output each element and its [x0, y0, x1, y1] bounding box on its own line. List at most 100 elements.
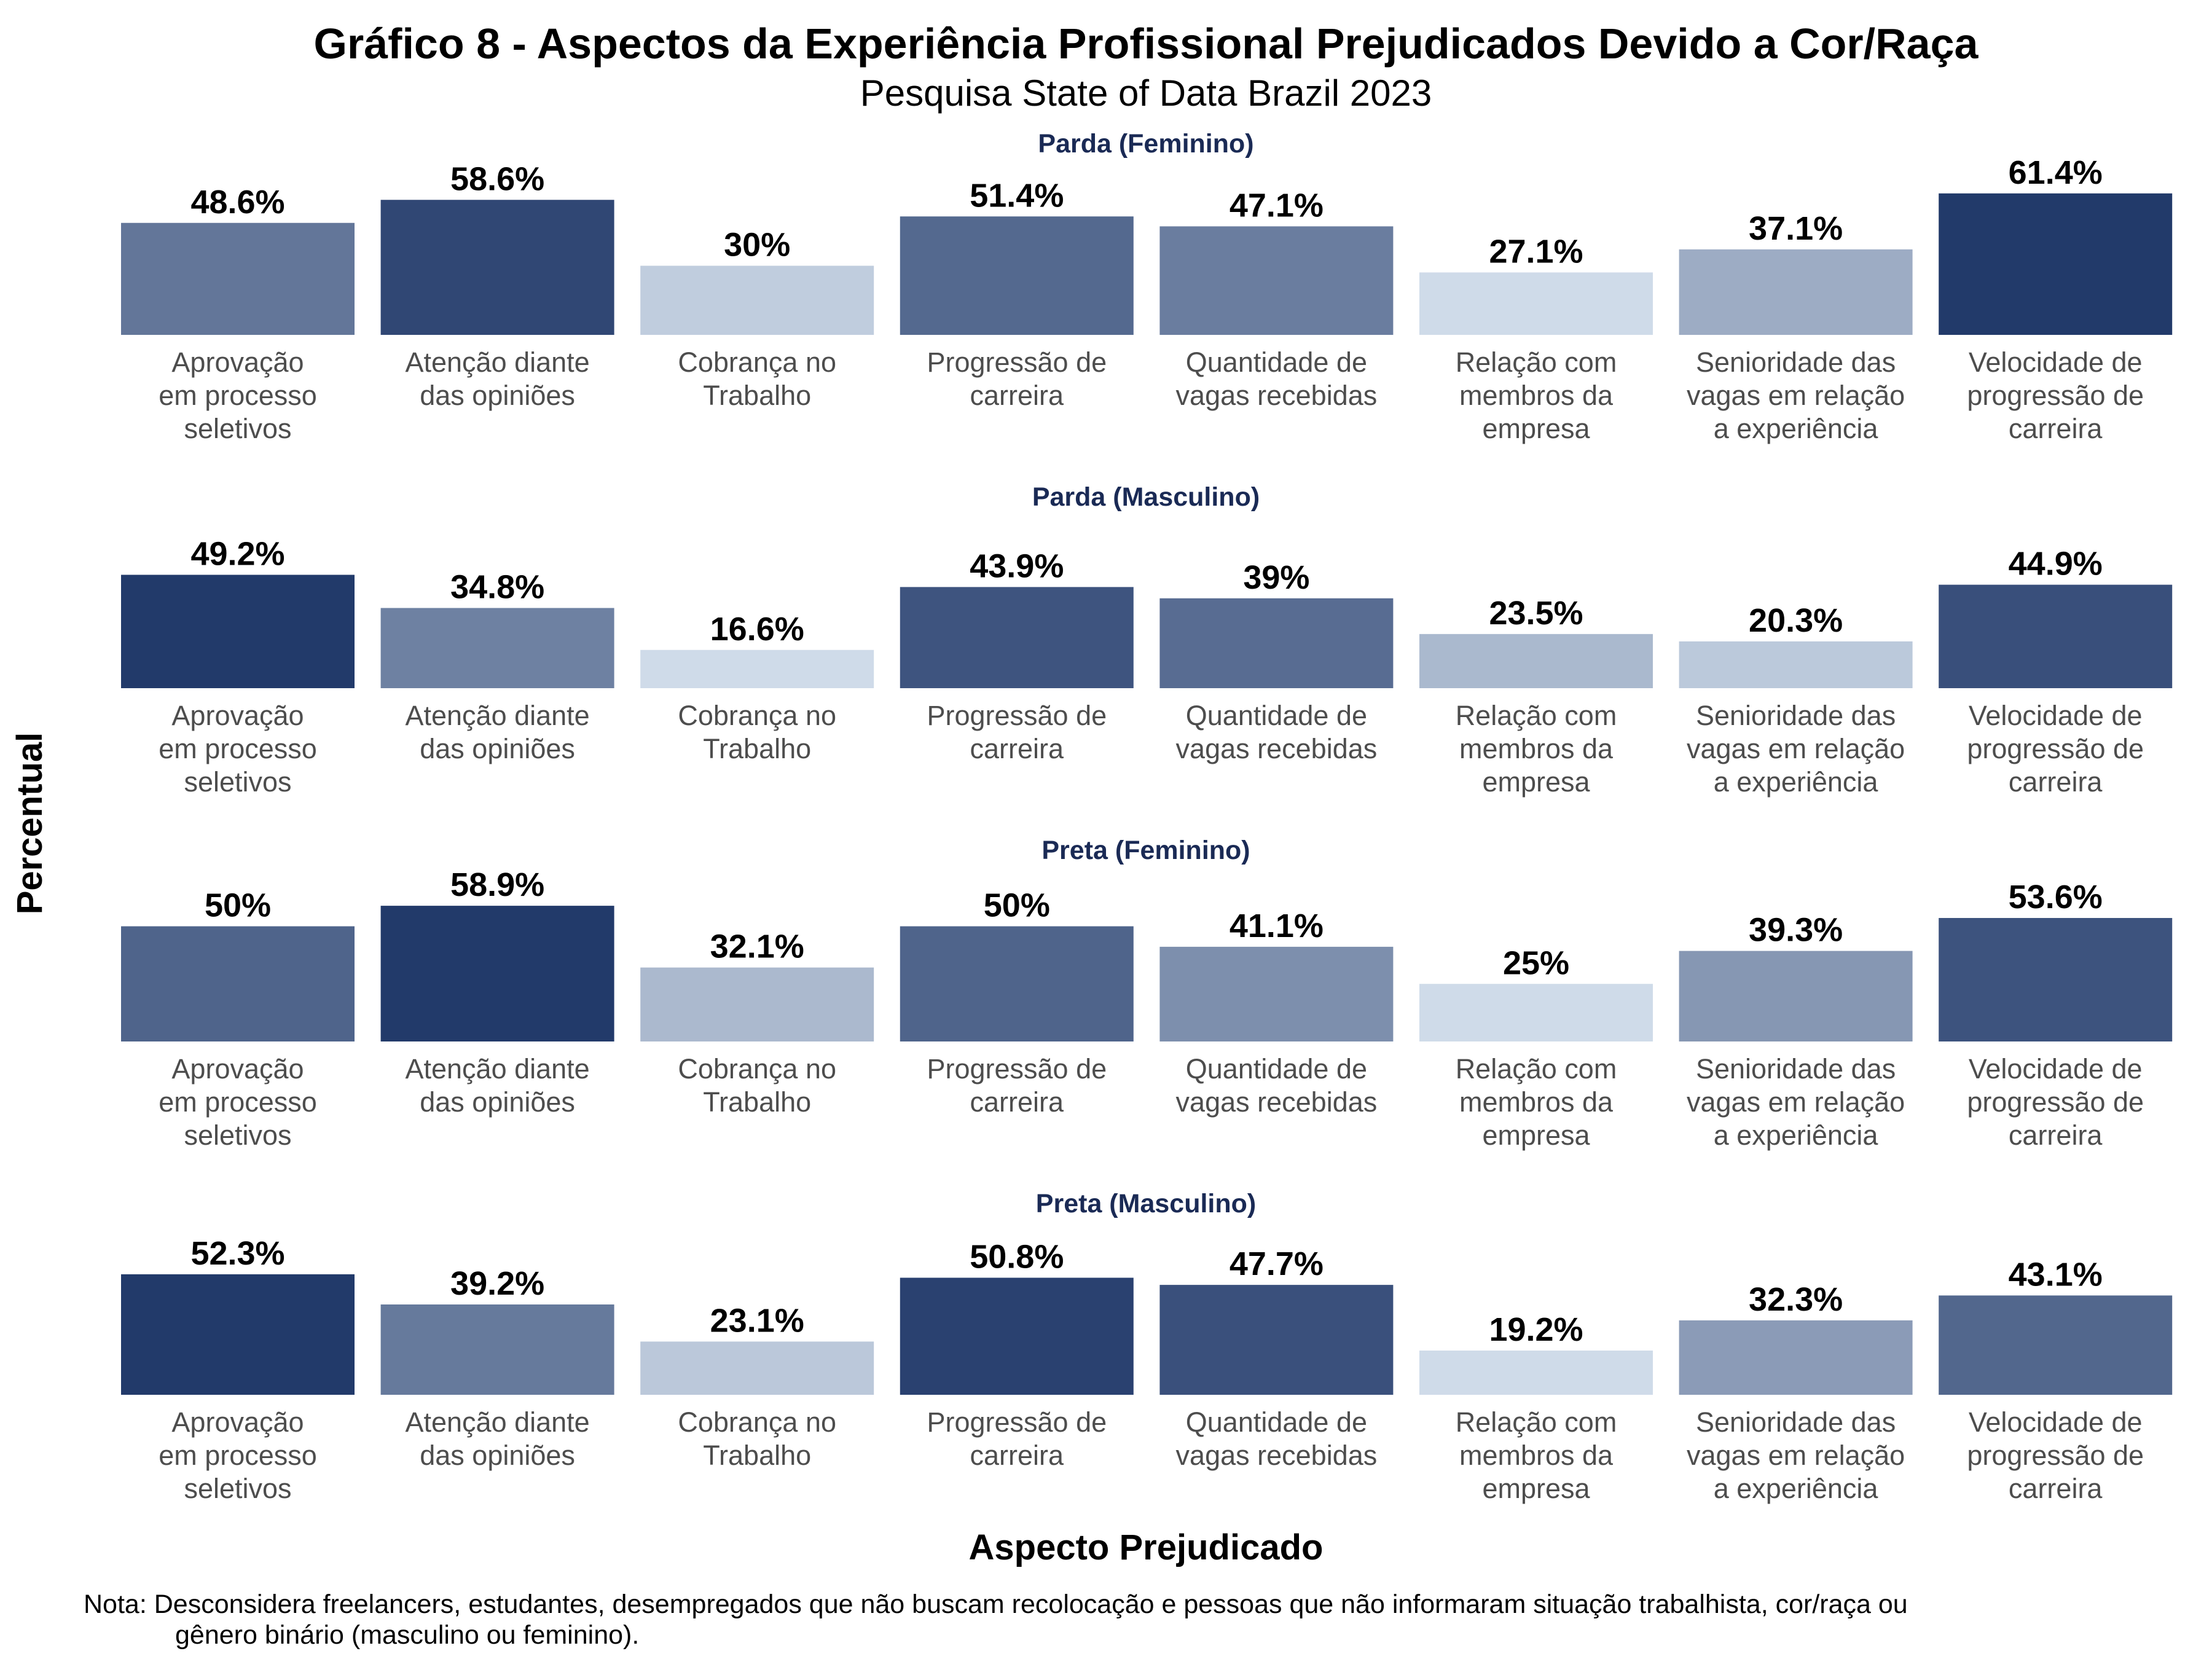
facet-title: Preta (Masculino) [1036, 1189, 1256, 1218]
bar [1679, 951, 1913, 1041]
x-tick-label: Cobrança no Trabalho [678, 1406, 836, 1471]
bar [640, 967, 874, 1041]
x-tick-label: Relação com membros da empresa [1456, 1406, 1617, 1504]
x-tick-label: Cobrança no Trabalho [678, 1053, 836, 1118]
facets-container: Parda (Feminino) 48.6% Aprovação em process… [121, 129, 2173, 1504]
bar [900, 216, 1134, 335]
bar [1159, 598, 1394, 688]
x-tick-label: Senioridade das vagas em relação a experiê… [1687, 347, 1905, 444]
bar [1159, 226, 1394, 335]
bar-value-label: 50% [205, 887, 271, 924]
bar-value-label: 39.2% [450, 1265, 544, 1302]
bar-value-label: 19.2% [1489, 1311, 1583, 1348]
bar [900, 1277, 1134, 1395]
x-tick-label: Relação com membros da empresa [1456, 1053, 1617, 1151]
bar [900, 587, 1134, 688]
bar [121, 926, 355, 1041]
x-tick-label: Velocidade de progressão de carreira [1967, 1406, 2144, 1504]
x-tick-label: Cobrança no Trabalho [678, 347, 836, 411]
facet-title: Parda (Masculino) [1032, 482, 1260, 512]
bar [1939, 1295, 2173, 1395]
facet-panel: Parda (Feminino) 48.6% Aprovação em process… [121, 129, 2173, 444]
x-tick-label: Aprovação em processo seletivos [159, 347, 317, 444]
x-tick-label: Senioridade das vagas em relação a experiê… [1687, 700, 1905, 798]
note-line: Nota: Desconsidera freelancers, estudant… [84, 1590, 1908, 1619]
bar-value-label: 32.3% [1749, 1281, 1843, 1318]
bar-value-label: 25% [1503, 944, 1569, 981]
bar-value-label: 23.5% [1489, 595, 1583, 632]
chart-note: Nota: Desconsidera freelancers, estudant… [84, 1590, 1908, 1650]
bar-value-label: 61.4% [2009, 154, 2103, 191]
bar-value-label: 34.8% [450, 569, 544, 606]
chart-title: Gráfico 8 - Aspectos da Experiência Prof… [314, 20, 1979, 68]
bar [121, 575, 355, 688]
bar [1159, 946, 1394, 1041]
bar [121, 1274, 355, 1395]
x-tick-label: Progressão de carreira [927, 1053, 1107, 1118]
bar-value-label: 51.4% [970, 177, 1064, 214]
bar [900, 926, 1134, 1041]
note-line: gênero binário (masculino ou feminino). [175, 1620, 639, 1650]
bar [1679, 249, 1913, 335]
bar [1419, 272, 1653, 335]
bar [1419, 1351, 1653, 1395]
x-tick-label: Velocidade de progressão de carreira [1967, 700, 2144, 798]
bar [380, 608, 614, 688]
x-tick-label: Relação com membros da empresa [1456, 700, 1617, 798]
bar-value-label: 50.8% [970, 1239, 1064, 1276]
y-axis-title: Percentual [10, 732, 50, 915]
bar-value-label: 48.6% [190, 184, 284, 221]
x-tick-label: Atenção diante das opiniões [405, 347, 589, 411]
bar [640, 649, 874, 688]
bar-value-label: 20.3% [1749, 602, 1843, 639]
bar [380, 200, 614, 335]
bar-value-label: 47.1% [1230, 187, 1324, 224]
bar [1419, 633, 1653, 688]
bar-value-label: 37.1% [1749, 210, 1843, 247]
bar [1939, 918, 2173, 1041]
x-tick-label: Progressão de carreira [927, 347, 1107, 411]
x-tick-label: Cobrança no Trabalho [678, 700, 836, 764]
x-axis-title: Aspecto Prejudicado [969, 1528, 1324, 1567]
bar [640, 1341, 874, 1395]
x-tick-label: Quantidade de vagas recebidas [1176, 347, 1378, 411]
facet-title: Preta (Feminino) [1041, 836, 1250, 865]
bar-value-label: 52.3% [190, 1235, 284, 1272]
x-tick-label: Quantidade de vagas recebidas [1176, 1053, 1378, 1118]
bar-value-label: 49.2% [190, 536, 284, 573]
facet-panel: Preta (Masculino) 52.3% Aprovação em proces… [121, 1189, 2173, 1504]
bar-value-label: 39% [1243, 559, 1309, 596]
bar [380, 906, 614, 1041]
bar-value-label: 58.6% [450, 160, 544, 197]
bar-value-label: 23.1% [710, 1302, 804, 1339]
x-tick-label: Relação com membros da empresa [1456, 347, 1617, 444]
x-tick-label: Velocidade de progressão de carreira [1967, 1053, 2144, 1151]
bar-value-label: 43.9% [970, 547, 1064, 584]
bar-value-label: 50% [984, 887, 1050, 924]
bar-value-label: 47.7% [1230, 1245, 1324, 1282]
bar [1159, 1285, 1394, 1395]
bar [1939, 193, 2173, 335]
bar [121, 222, 355, 335]
facet-title: Parda (Feminino) [1038, 129, 1253, 159]
x-tick-label: Atenção diante das opiniões [405, 1406, 589, 1471]
x-tick-label: Atenção diante das opiniões [405, 1053, 589, 1118]
x-tick-label: Aprovação em processo seletivos [159, 1406, 317, 1504]
x-tick-label: Senioridade das vagas em relação a experiê… [1687, 1406, 1905, 1504]
x-tick-label: Quantidade de vagas recebidas [1176, 700, 1378, 764]
bar-value-label: 16.6% [710, 611, 804, 648]
bar-value-label: 53.6% [2009, 879, 2103, 916]
x-tick-label: Progressão de carreira [927, 700, 1107, 764]
x-tick-label: Progressão de carreira [927, 1406, 1107, 1471]
facet-panel: Preta (Feminino) 50% Aprovação em processo s… [121, 836, 2173, 1151]
bar-value-label: 32.1% [710, 928, 804, 965]
x-tick-label: Atenção diante das opiniões [405, 700, 589, 764]
bar-value-label: 58.9% [450, 866, 544, 903]
x-tick-label: Aprovação em processo seletivos [159, 1053, 317, 1151]
bar [380, 1304, 614, 1395]
x-tick-label: Senioridade das vagas em relação a experiê… [1687, 1053, 1905, 1151]
bar-value-label: 41.1% [1230, 908, 1324, 944]
bar-value-label: 39.3% [1749, 912, 1843, 949]
bar [1679, 641, 1913, 688]
